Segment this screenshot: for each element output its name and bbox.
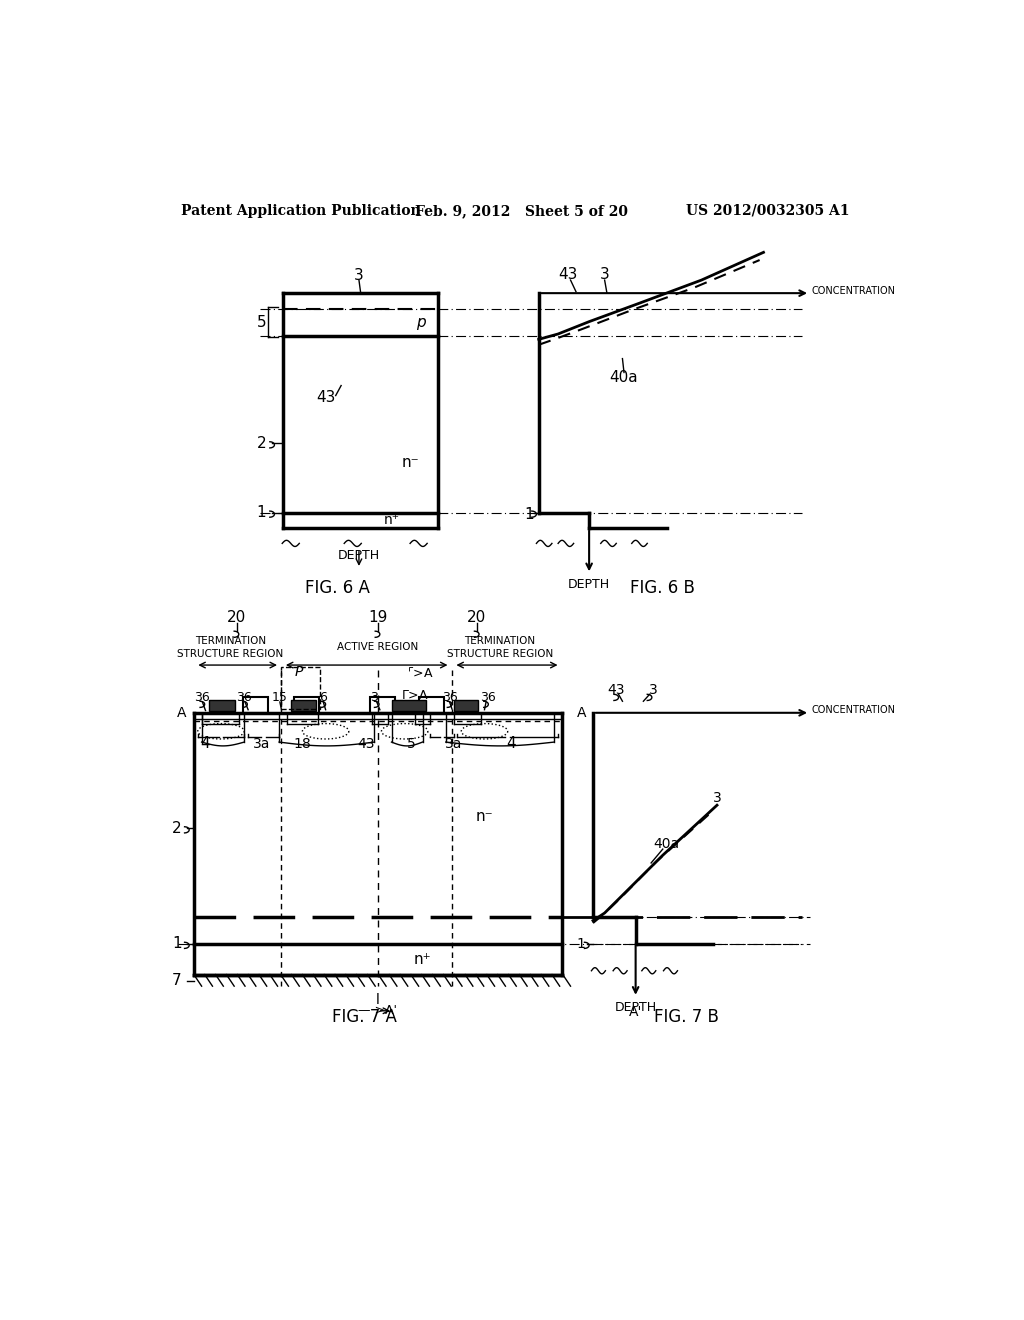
Text: DEPTH: DEPTH [614,1001,656,1014]
Text: n⁺: n⁺ [384,513,399,527]
Text: TERMINATION
STRUCTURE REGION: TERMINATION STRUCTURE REGION [177,636,284,659]
Text: 36: 36 [480,690,497,704]
Text: Patent Application Publication: Patent Application Publication [180,203,420,218]
Text: 36: 36 [236,690,251,704]
Text: n⁻: n⁻ [402,455,420,470]
Bar [391,701,426,711]
Text: 3: 3 [354,268,364,282]
FancyBboxPatch shape [370,697,394,713]
Text: l: l [376,993,380,1007]
FancyBboxPatch shape [244,697,268,713]
Text: 18: 18 [294,737,311,751]
Text: 1: 1 [172,936,181,952]
Text: 6: 6 [319,690,328,704]
Text: 2: 2 [172,821,181,836]
Text: 1: 1 [577,937,586,950]
Text: 2: 2 [256,436,266,451]
Text: 43: 43 [558,267,578,282]
Text: Feb. 9, 2012   Sheet 5 of 20: Feb. 9, 2012 Sheet 5 of 20 [415,203,628,218]
Text: 3a: 3a [253,737,270,751]
Text: FIG. 6 B: FIG. 6 B [631,579,695,597]
Text: ACTIVE REGION: ACTIVE REGION [337,643,418,652]
Text: A: A [578,706,587,719]
Text: 43: 43 [607,682,625,697]
Text: FIG. 6 A: FIG. 6 A [305,579,370,597]
Bar [291,701,315,711]
Bar [454,701,478,711]
Text: 40a: 40a [653,837,680,850]
Text: FIG. 7 B: FIG. 7 B [653,1008,719,1026]
Text: 40a: 40a [609,371,638,385]
Bar [209,701,234,711]
Text: P: P [294,665,303,678]
Text: n⁺: n⁺ [414,952,431,966]
Text: 4: 4 [506,737,516,751]
Text: 5: 5 [257,314,267,330]
Text: A: A [176,706,186,719]
Bar [282,667,321,709]
Text: US 2012/0032305 A1: US 2012/0032305 A1 [686,203,850,218]
Text: $\ulcorner$>A: $\ulcorner$>A [407,665,434,680]
Text: p: p [416,315,426,330]
Text: 5: 5 [407,737,416,751]
Text: FIG. 7 A: FIG. 7 A [332,1008,397,1026]
Text: 3a: 3a [444,737,462,751]
Text: DEPTH: DEPTH [338,549,380,562]
Text: $\Gamma$>A: $\Gamma$>A [400,689,429,702]
Text: 3: 3 [371,690,379,704]
Text: 3: 3 [713,791,721,804]
Text: 15: 15 [271,690,287,704]
Text: 3: 3 [649,682,657,697]
Bar [391,701,426,711]
Text: 7: 7 [172,973,181,989]
Text: A': A' [629,1005,642,1019]
Text: 19: 19 [368,610,387,624]
Text: 43: 43 [357,737,375,751]
Text: 43: 43 [316,389,335,405]
Text: 4: 4 [201,737,210,751]
Text: 1: 1 [256,506,266,520]
Text: 1: 1 [524,507,535,521]
Text: 36: 36 [195,690,210,704]
Bar [291,701,315,711]
FancyBboxPatch shape [420,697,444,713]
Bar [209,701,234,711]
Text: — >A': — >A' [358,1005,397,1018]
Text: 20: 20 [227,610,246,624]
Text: 3: 3 [600,267,609,282]
Text: DEPTH: DEPTH [568,578,610,591]
Text: 36: 36 [441,690,458,704]
Text: n⁻: n⁻ [476,809,494,824]
Text: CONCENTRATION: CONCENTRATION [812,286,896,296]
FancyBboxPatch shape [294,697,318,713]
Text: TERMINATION
STRUCTURE REGION: TERMINATION STRUCTURE REGION [446,636,553,659]
Text: CONCENTRATION: CONCENTRATION [812,705,896,715]
Text: 20: 20 [467,610,486,624]
Bar [454,701,478,711]
